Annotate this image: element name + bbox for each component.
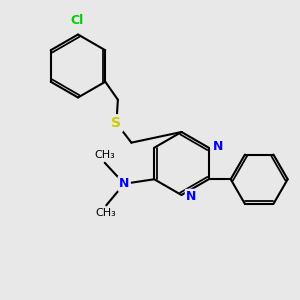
Text: Cl: Cl bbox=[70, 14, 83, 27]
Text: S: S bbox=[111, 116, 122, 130]
Text: N: N bbox=[213, 140, 224, 153]
Text: CH₃: CH₃ bbox=[96, 208, 117, 218]
Text: N: N bbox=[119, 177, 129, 190]
Text: N: N bbox=[186, 190, 196, 203]
Text: CH₃: CH₃ bbox=[94, 150, 115, 160]
